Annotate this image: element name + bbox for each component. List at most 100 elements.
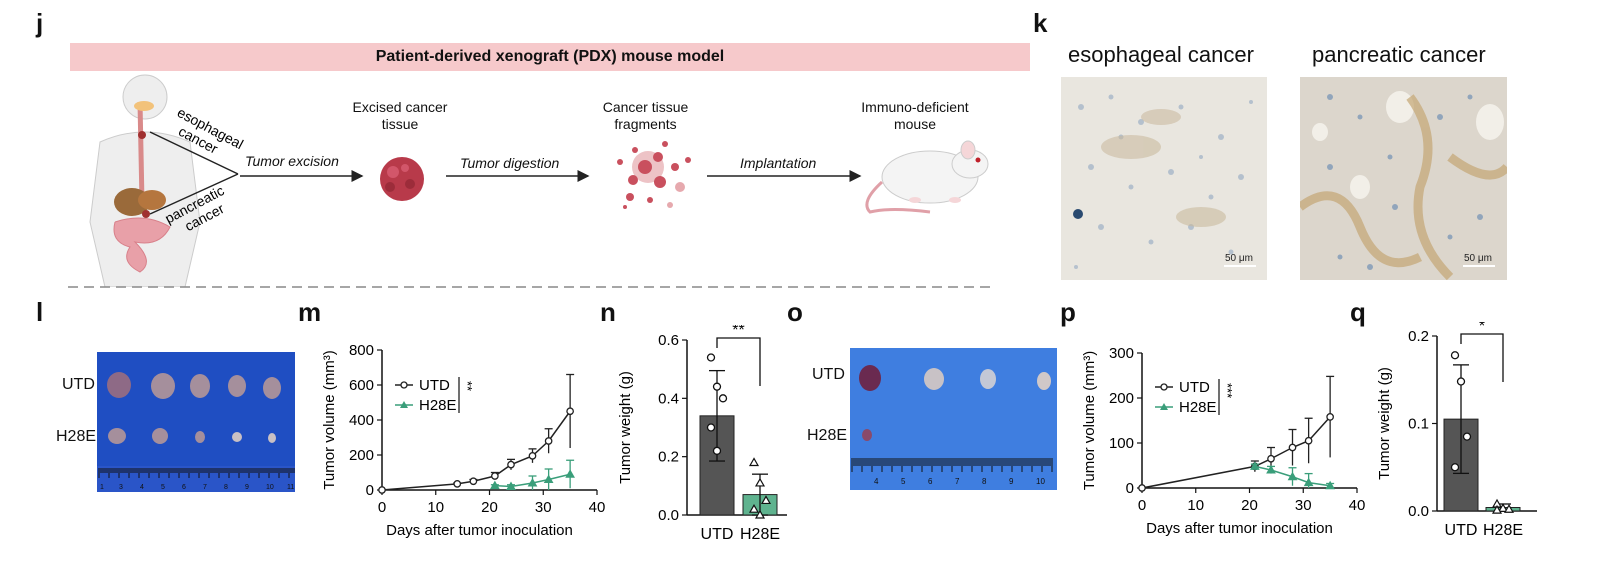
step-label-mouse: Immuno-deficient mouse xyxy=(861,99,969,132)
data-point xyxy=(1325,480,1335,490)
data-point xyxy=(1266,464,1276,474)
y-tick-label: 100 xyxy=(1109,435,1134,452)
ruler-label: 9 xyxy=(1009,477,1014,486)
ruler-label: 8 xyxy=(224,484,228,491)
data-point xyxy=(1138,484,1146,492)
chart-p-tumor-volume: 0 100 200 300 0 10 20 30 40 Days after tumor inoc… xyxy=(1081,345,1365,537)
panel-letter-j: j xyxy=(36,8,44,38)
data-point xyxy=(491,472,499,480)
ruler-label: 11 xyxy=(287,484,294,491)
data-point xyxy=(748,503,760,513)
ruler-label: 7 xyxy=(955,477,960,486)
ruler-label: 10 xyxy=(1036,477,1045,486)
data-point xyxy=(1456,377,1466,386)
step-label-excised: Excised cancer tissue xyxy=(352,99,448,132)
y-tick-label: 200 xyxy=(1109,390,1134,407)
panel-letter-m: m xyxy=(298,297,322,327)
data-point xyxy=(1326,413,1334,421)
y-tick-label: 0.2 xyxy=(658,449,679,466)
scalebar-pancreatic: 50 μm xyxy=(1464,253,1492,264)
x-tick-label: 30 xyxy=(535,499,552,516)
significance-stars: *** xyxy=(1220,383,1235,398)
data-point xyxy=(543,474,554,483)
x-tick-label: 10 xyxy=(1187,497,1204,514)
k-title-esophageal: esophageal cancer xyxy=(1068,42,1254,67)
mouse-icon xyxy=(865,140,989,214)
x-tick-label: 40 xyxy=(589,499,606,516)
ruler-label: 6 xyxy=(928,477,933,486)
y-tick-label: 800 xyxy=(349,342,374,359)
data-point xyxy=(527,477,538,487)
data-point xyxy=(1503,504,1515,513)
data-point xyxy=(566,407,574,416)
photo-l-row-h28e: H28E xyxy=(56,428,97,445)
x-axis-title: Days after tumor inoculation xyxy=(386,522,573,539)
significance-stars: ** xyxy=(460,381,475,391)
photo-o-row-utd: UTD xyxy=(812,366,845,383)
legend-marker xyxy=(1160,403,1168,410)
y-tick-label: 0.0 xyxy=(658,507,679,524)
data-point xyxy=(712,446,722,455)
photo-l-tumors: 1 3 4 5 6 7 8 9 10 11 xyxy=(97,352,295,492)
chart-m-tumor-volume: 0 200 400 600 800 0 10 20 30 40 Days after tumor i… xyxy=(321,342,606,539)
data-point xyxy=(565,469,575,478)
panel-letter-o: o xyxy=(787,297,803,327)
arrow-label-excision: Tumor excision xyxy=(245,153,339,169)
data-point xyxy=(528,452,537,460)
legend-marker xyxy=(400,381,408,389)
data-point xyxy=(507,460,515,469)
y-tick-label: 0.2 xyxy=(1408,328,1429,345)
data-point xyxy=(1288,443,1297,452)
data-point xyxy=(453,480,462,488)
data-point xyxy=(754,509,766,519)
panel-letter-n: n xyxy=(600,297,616,327)
y-axis-title: Tumor volume (mm³) xyxy=(1081,351,1098,490)
y-tick-label: 600 xyxy=(349,377,374,394)
y-tick-label: 0.4 xyxy=(658,390,679,407)
data-point xyxy=(1450,351,1460,360)
y-axis-title: Tumor volume (mm³) xyxy=(321,350,338,489)
data-point xyxy=(712,382,722,391)
data-point xyxy=(469,477,478,486)
histology-esophageal-image: 50 μm xyxy=(1061,77,1267,280)
y-tick-label: 300 xyxy=(1109,345,1134,362)
y-tick-label: 0.0 xyxy=(1408,503,1429,520)
legend-label: H28E xyxy=(419,397,457,414)
data-point xyxy=(706,423,716,432)
data-point xyxy=(490,480,500,490)
x-category-label: UTD xyxy=(1445,522,1478,539)
significance-bracket xyxy=(1460,333,1504,382)
x-tick-label: 20 xyxy=(1241,497,1258,514)
y-tick-label: 200 xyxy=(349,447,374,464)
panel-letter-q: q xyxy=(1350,297,1366,327)
y-tick-label: 0.1 xyxy=(1408,416,1429,433)
photo-l-row-utd: UTD xyxy=(62,376,95,393)
data-point xyxy=(1491,504,1503,514)
ruler-label: 8 xyxy=(982,477,987,486)
scalebar-esophageal: 50 μm xyxy=(1225,253,1253,264)
photo-o-tumors: 4 5 6 7 8 9 10 xyxy=(850,348,1057,490)
data-point xyxy=(1497,503,1509,512)
data-point xyxy=(506,481,516,490)
panel-letter-l: l xyxy=(36,297,44,327)
x-category-label: H28E xyxy=(1483,522,1523,539)
data-point xyxy=(706,353,716,362)
x-tick-label: 10 xyxy=(427,499,444,516)
legend-label: H28E xyxy=(1179,399,1217,416)
ruler-label: 4 xyxy=(874,477,879,486)
k-title-pancreatic: pancreatic cancer xyxy=(1312,42,1486,67)
series-line-utd xyxy=(381,410,571,491)
data-point xyxy=(1267,454,1275,463)
y-tick-label: 0 xyxy=(1126,480,1134,497)
x-category-label: H28E xyxy=(740,526,780,543)
tissue-fragments-icon xyxy=(617,141,691,209)
histology-pancreatic-image: 50 μm xyxy=(1300,77,1507,280)
arrow-label-digestion: Tumor digestion xyxy=(460,155,560,171)
pdx-schematic: esophagealcancer pancreaticcancer xyxy=(89,74,989,287)
x-axis-title: Days after tumor inoculation xyxy=(1146,520,1333,537)
significance-bracket xyxy=(716,337,761,386)
y-axis-title: Tumor weight (g) xyxy=(1376,367,1393,480)
arrow-label-implantation: Implantation xyxy=(740,155,817,171)
ruler-label: 1 xyxy=(100,484,104,491)
chart-n-tumor-weight: 0.0 0.2 0.4 0.6 Tumor weight (g) UTD H28E ** xyxy=(617,325,787,543)
